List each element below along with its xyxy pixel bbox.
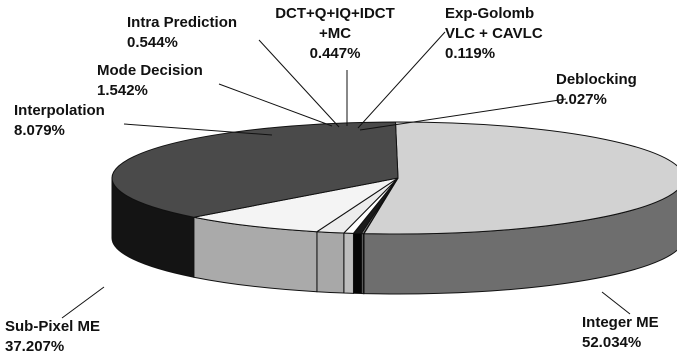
value-label-mode-decision: 1.542% [97,82,148,99]
leader-sub-pixel-me [61,286,105,319]
category-label-dct-q-iq-idct-mc: DCT+Q+IQ+IDCT [275,5,395,22]
category-label-mode-decision: Mode Decision [97,62,203,79]
category-label-intra-prediction: Intra Prediction [127,14,237,31]
leader-exp-golomb-vlc-cavlc [357,31,446,129]
category-label-sub-pixel-me: Sub-Pixel ME [5,318,100,335]
leader-mode-decision [218,83,333,127]
leader-lines [61,31,631,319]
side-mode-decision [316,231,345,294]
category-label-exp-golomb-vlc-cavlc: Exp-Golomb [445,5,534,22]
value-label-integer-me: 52.034% [582,334,641,351]
value-label-deblocking: 0.027% [556,91,607,108]
value-label-exp-golomb-vlc-cavlc: 0.119% [445,45,495,62]
category-label-interpolation: Interpolation [14,102,105,119]
side-intra-prediction [343,232,354,294]
category-label-exp-golomb-vlc-cavlc: VLC + CAVLC [445,25,543,42]
value-label-interpolation: 8.079% [14,122,65,139]
slice-labels: Integer ME 52.034% Deblocking 0.027% Exp-Gol… [5,5,659,355]
side-dct-q-iq-idct-mc [352,232,362,295]
category-label-dct-q-iq-idct-mc: +MC [319,25,351,42]
value-label-dct-q-iq-idct-mc: 0.447% [310,45,361,62]
slice-interpolation [193,177,399,233]
leader-deblocking [359,98,567,131]
value-label-sub-pixel-me: 37.207% [5,338,64,355]
category-label-integer-me: Integer ME [582,314,659,331]
slice-sub-pixel-me [111,121,399,218]
pie-slices [111,121,677,235]
slice-integer-me [363,121,677,235]
pie-sides [111,177,677,295]
value-label-intra-prediction: 0.544% [127,34,178,51]
category-label-deblocking: Deblocking [556,71,637,88]
leader-interpolation [123,123,273,136]
leader-intra-prediction [258,39,340,128]
leader-integer-me [601,291,631,315]
